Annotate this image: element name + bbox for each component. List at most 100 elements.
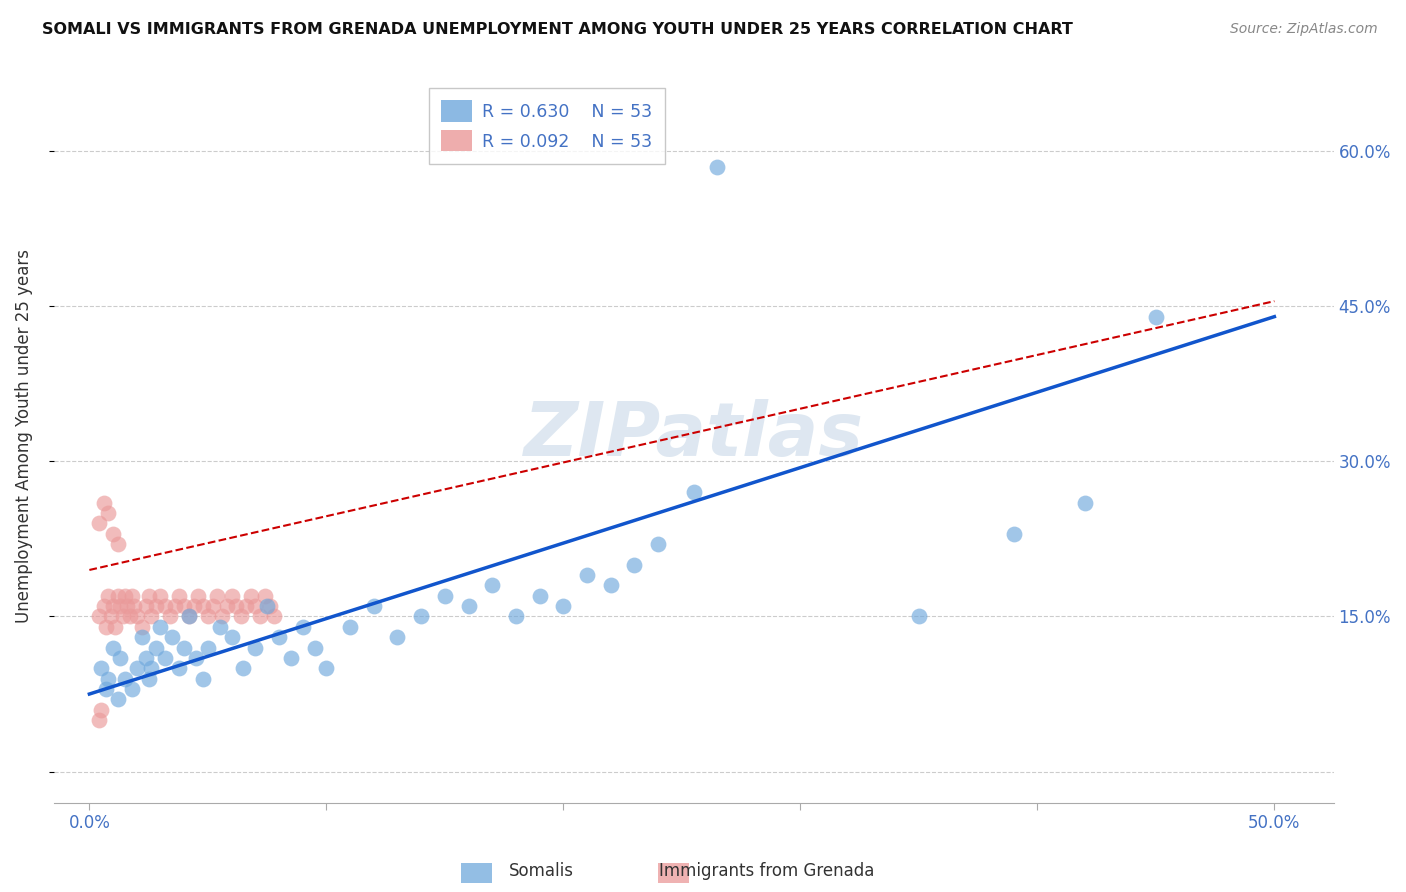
Legend: R = 0.630    N = 53, R = 0.092    N = 53: R = 0.630 N = 53, R = 0.092 N = 53 — [429, 88, 665, 163]
Point — [94, 681, 117, 696]
Point — [256, 599, 278, 614]
Point — [117, 599, 139, 614]
Point — [1144, 310, 1167, 324]
Point — [411, 609, 433, 624]
Point — [267, 630, 290, 644]
Point — [90, 661, 112, 675]
Point — [191, 599, 214, 614]
Y-axis label: Unemployment Among Youth under 25 years: Unemployment Among Youth under 25 years — [15, 249, 32, 623]
Point — [215, 599, 238, 614]
Point — [304, 640, 326, 655]
Point — [121, 681, 143, 696]
Point — [145, 599, 167, 614]
Point — [108, 650, 131, 665]
Point — [221, 589, 243, 603]
Point — [207, 589, 229, 603]
Point — [647, 537, 669, 551]
Point — [184, 650, 207, 665]
Point — [121, 589, 143, 603]
Point — [108, 599, 131, 614]
Point — [101, 599, 124, 614]
Point — [107, 589, 129, 603]
Point — [169, 589, 191, 603]
Point — [235, 599, 257, 614]
Point — [138, 589, 160, 603]
Point — [138, 672, 160, 686]
Point — [124, 599, 146, 614]
Point — [599, 578, 621, 592]
Point — [100, 609, 122, 624]
Point — [221, 630, 243, 644]
Point — [101, 526, 124, 541]
Point — [201, 599, 224, 614]
Point — [125, 609, 148, 624]
Point — [93, 496, 115, 510]
Point — [159, 609, 181, 624]
Point — [135, 599, 157, 614]
Point — [481, 578, 503, 592]
Point — [1074, 496, 1097, 510]
Text: SOMALI VS IMMIGRANTS FROM GRENADA UNEMPLOYMENT AMONG YOUTH UNDER 25 YEARS CORREL: SOMALI VS IMMIGRANTS FROM GRENADA UNEMPL… — [42, 22, 1073, 37]
Point — [155, 650, 177, 665]
Point — [457, 599, 479, 614]
Point — [433, 589, 456, 603]
Point — [131, 620, 153, 634]
Point — [87, 609, 110, 624]
Text: Immigrants from Grenada: Immigrants from Grenada — [658, 862, 875, 880]
Point — [139, 661, 162, 675]
Point — [505, 609, 527, 624]
Point — [908, 609, 931, 624]
Text: Somalis: Somalis — [509, 862, 574, 880]
Point — [97, 672, 120, 686]
Point — [118, 609, 141, 624]
Point — [131, 630, 153, 644]
Point — [245, 599, 267, 614]
Point — [173, 599, 195, 614]
Point — [191, 672, 214, 686]
Point — [93, 599, 115, 614]
Point — [208, 620, 231, 634]
Point — [155, 599, 177, 614]
Point — [197, 609, 219, 624]
Point — [1002, 526, 1025, 541]
Point — [139, 609, 162, 624]
Point — [553, 599, 575, 614]
Point — [263, 609, 285, 624]
Point — [197, 640, 219, 655]
Text: ZIPatlas: ZIPatlas — [524, 399, 863, 472]
Point — [163, 599, 186, 614]
Point — [576, 568, 599, 582]
Text: Source: ZipAtlas.com: Source: ZipAtlas.com — [1230, 22, 1378, 37]
Point — [706, 160, 728, 174]
Point — [97, 589, 120, 603]
Point — [87, 713, 110, 727]
Point — [387, 630, 409, 644]
Point — [149, 620, 172, 634]
Point — [101, 640, 124, 655]
Point — [94, 620, 117, 634]
Point — [229, 609, 252, 624]
Point — [682, 485, 704, 500]
Point — [97, 506, 120, 520]
Point — [339, 620, 361, 634]
Point — [173, 640, 195, 655]
Point — [87, 516, 110, 531]
Point — [259, 599, 281, 614]
Point — [114, 672, 136, 686]
Point — [125, 661, 148, 675]
Point — [245, 640, 267, 655]
Point — [114, 589, 136, 603]
Point — [107, 692, 129, 706]
Point — [291, 620, 314, 634]
Point — [225, 599, 247, 614]
Point — [177, 609, 200, 624]
Point — [90, 702, 112, 716]
Point — [529, 589, 551, 603]
Point — [280, 650, 302, 665]
Point — [169, 661, 191, 675]
Point — [187, 589, 209, 603]
Point — [623, 558, 645, 572]
Point — [149, 589, 172, 603]
Point — [111, 609, 134, 624]
Point — [107, 537, 129, 551]
